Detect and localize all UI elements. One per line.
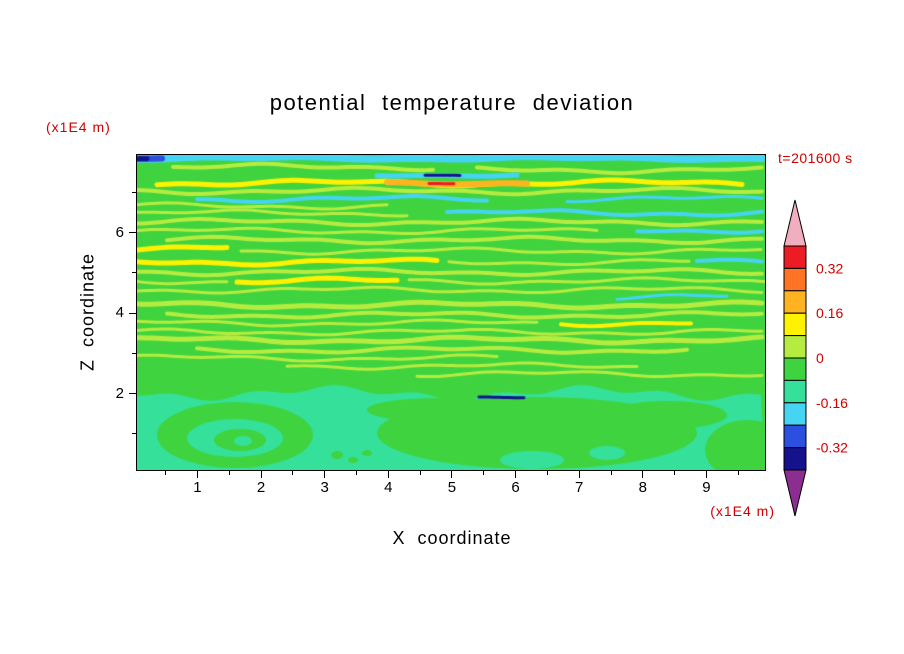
- x-major-tick: [642, 471, 644, 478]
- time-label: t=201600 s: [778, 150, 853, 166]
- colorbar-label: 0.32: [816, 260, 843, 276]
- colorbar-segment: [783, 357, 807, 381]
- colorbar-segment: [783, 290, 807, 314]
- colorbar-segment: [783, 245, 807, 269]
- colorbar-label: 0.16: [816, 305, 843, 321]
- y-tick-label: 2: [115, 384, 124, 402]
- x-minor-tick: [674, 471, 676, 475]
- x-minor-tick: [165, 471, 167, 475]
- x-tick-label: 5: [447, 479, 457, 496]
- colorbar-under-arrow: [783, 469, 807, 517]
- y-axis-unit-label: (x1E4 m): [46, 119, 111, 135]
- y-major-tick: [129, 232, 136, 234]
- x-minor-tick: [610, 471, 612, 475]
- contour-plot-frame: [136, 154, 766, 471]
- x-tick-label: 6: [511, 479, 520, 496]
- colorbar-segment: [783, 447, 807, 471]
- x-major-tick: [260, 471, 262, 478]
- x-major-tick: [515, 471, 517, 478]
- x-minor-tick: [228, 471, 230, 475]
- colorbar-label: -0.16: [816, 395, 848, 411]
- x-tick-label: 3: [320, 479, 329, 496]
- colorbar-segment: [783, 312, 807, 337]
- x-tick-label: 7: [575, 479, 584, 496]
- y-tick-label: 6: [115, 223, 124, 241]
- x-axis-title: X coordinate: [392, 528, 512, 548]
- x-major-tick: [705, 471, 707, 478]
- x-axis-unit-label: (x1E4 m): [710, 503, 775, 519]
- colorbar-over-arrow: [783, 199, 807, 247]
- x-tick-label: 4: [384, 479, 393, 496]
- colorbar-label: 0: [816, 350, 824, 366]
- contour-field-canvas: [137, 155, 765, 470]
- x-minor-tick: [483, 471, 485, 475]
- colorbar-segment: [783, 424, 807, 449]
- y-major-tick: [129, 393, 136, 395]
- x-minor-tick: [292, 471, 294, 475]
- x-tick-label: 1: [193, 479, 202, 496]
- x-tick-label: 9: [702, 479, 711, 496]
- colorbar-segment: [783, 402, 807, 426]
- x-minor-tick: [546, 471, 548, 475]
- x-minor-tick: [737, 471, 739, 475]
- plot-title: potential temperature deviation: [269, 90, 635, 115]
- x-major-tick: [387, 471, 389, 478]
- y-axis-title: Z coordinate: [77, 252, 98, 372]
- x-tick-label: 8: [638, 479, 647, 496]
- colorbar: 0.32 0.16 0 -0.16 -0.32: [783, 199, 848, 517]
- colorbar-segment: [783, 379, 807, 404]
- colorbar-segment: [783, 267, 807, 292]
- x-minor-tick: [419, 471, 421, 475]
- x-tick-label: 2: [256, 479, 266, 496]
- colorbar-label: -0.32: [816, 440, 848, 456]
- y-tick-label: 4: [115, 304, 124, 322]
- colorbar-segment: [783, 335, 807, 359]
- y-major-tick: [129, 312, 136, 314]
- x-minor-tick: [356, 471, 357, 475]
- x-major-tick: [196, 471, 198, 478]
- x-major-tick: [578, 471, 580, 478]
- x-major-tick: [324, 471, 326, 478]
- x-major-tick: [451, 471, 453, 478]
